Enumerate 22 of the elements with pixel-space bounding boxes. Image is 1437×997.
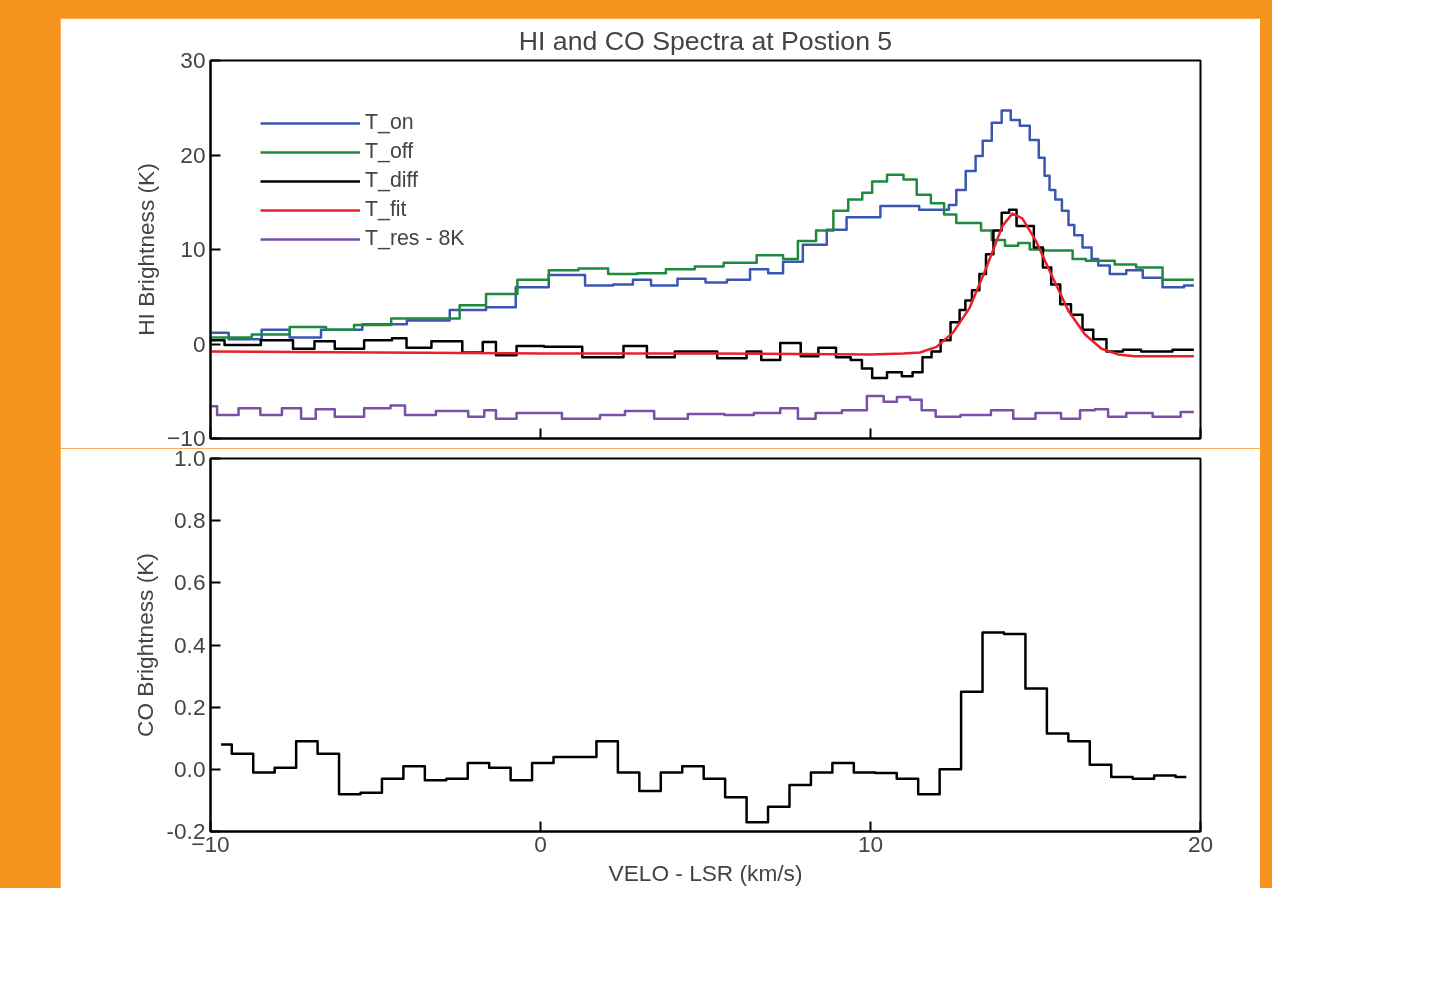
x-tick-label: 20 bbox=[1187, 830, 1214, 857]
y-tick-label: 0.2 bbox=[174, 693, 206, 720]
legend-label: T_on bbox=[365, 110, 414, 135]
x-tick-label: 0 bbox=[534, 830, 547, 857]
y-axis-title: HI Brightness (K) bbox=[133, 163, 160, 336]
legend-label: T_diff bbox=[365, 168, 418, 193]
legend-label: T_off bbox=[365, 139, 414, 164]
x-axis-title: VELO - LSR (km/s) bbox=[608, 859, 803, 886]
y-tick-label: 0.8 bbox=[174, 507, 206, 534]
legend-label: T_res - 8K bbox=[365, 226, 465, 251]
y-tick-label: 0 bbox=[192, 330, 206, 357]
y-tick-label: 0.6 bbox=[174, 569, 206, 596]
y-tick-label: 10 bbox=[180, 236, 206, 262]
x-tick-label: 10 bbox=[857, 830, 884, 857]
y-axis-title: CO Brightness (K) bbox=[132, 553, 159, 737]
y-tick-label: 30 bbox=[180, 47, 206, 73]
legend-label: T_fit bbox=[365, 197, 407, 222]
y-tick-label: 20 bbox=[180, 141, 206, 168]
y-tick-label: -0.2 bbox=[166, 818, 206, 844]
chart-title: HI and CO Spectra at Postion 5 bbox=[518, 25, 893, 56]
y-tick-label: 0.4 bbox=[174, 631, 206, 658]
y-tick-label: 0.0 bbox=[174, 755, 206, 782]
